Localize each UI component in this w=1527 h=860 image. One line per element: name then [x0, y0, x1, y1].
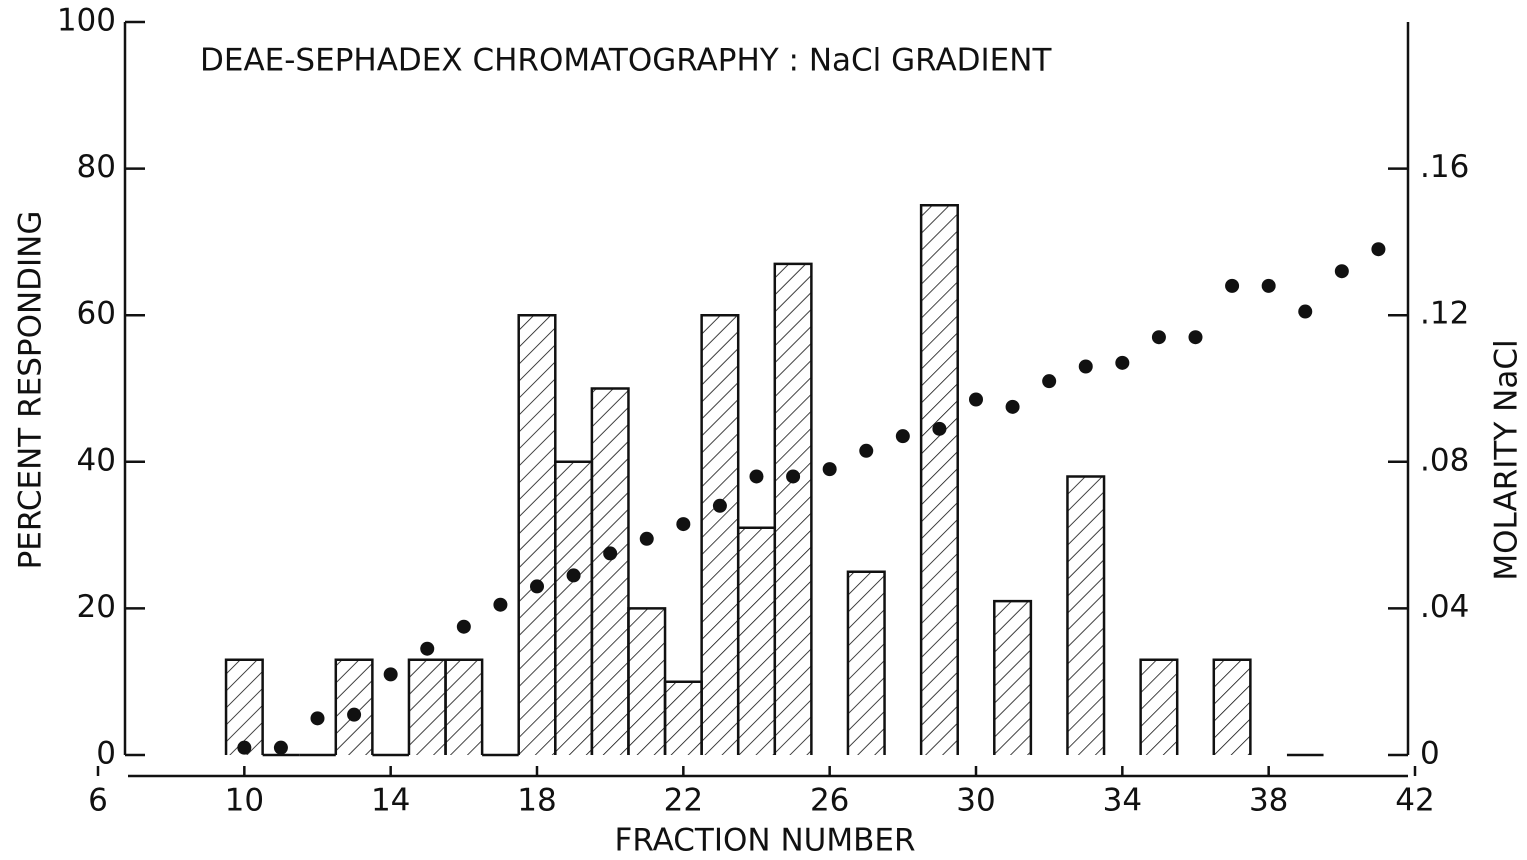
y2-tick-label: .12 [1420, 296, 1469, 332]
y-tick-label: 60 [77, 296, 116, 332]
dot [493, 597, 508, 612]
bar [700, 313, 740, 755]
bar [993, 599, 1033, 755]
y-tick-label: 0 [96, 736, 116, 772]
dot [1078, 359, 1093, 374]
bar [407, 658, 447, 755]
dot [347, 707, 362, 722]
y2-tick-label: 0 [1420, 736, 1440, 772]
y-tick-label: 80 [77, 149, 116, 185]
y-axis-label: PERCENT RESPONDING [13, 211, 49, 570]
dot [383, 667, 398, 682]
x-tick-label: 14 [371, 783, 410, 819]
dot [1225, 278, 1240, 293]
bar [1139, 658, 1179, 755]
dot [639, 531, 654, 546]
bar [1212, 658, 1252, 755]
dot [786, 469, 801, 484]
bar [444, 658, 484, 755]
bar [1066, 475, 1106, 755]
dot [1042, 374, 1057, 389]
bar [590, 387, 630, 755]
dot [530, 579, 544, 594]
x-tick-label: 34 [1103, 783, 1142, 819]
dot [1188, 330, 1203, 345]
bar [919, 204, 959, 755]
x-tick-label: 38 [1249, 783, 1288, 819]
dot [1005, 399, 1020, 414]
x-tick-label: 30 [956, 783, 995, 819]
dot [603, 546, 618, 561]
dot [676, 517, 691, 532]
x-tick-label: 6 [88, 783, 108, 819]
y-tick-label: 20 [77, 589, 116, 625]
y-tick-label: 100 [57, 3, 116, 39]
x-tick-label: 42 [1395, 783, 1434, 819]
bar [736, 526, 777, 755]
dot [969, 392, 983, 407]
dot [1115, 355, 1130, 370]
dot [566, 568, 581, 583]
chart-title: DEAE-SEPHADEX CHROMATOGRAPHY : NaCl GRAD… [200, 43, 1052, 79]
dot [895, 429, 910, 444]
bar [334, 658, 374, 755]
x-tick-label: 26 [810, 783, 849, 819]
dot [749, 469, 764, 484]
bar [224, 658, 264, 755]
x-tick-label: 22 [664, 783, 703, 819]
x-tick-label: 10 [225, 783, 264, 819]
dot [420, 641, 435, 656]
dot [273, 740, 288, 755]
bar [627, 607, 667, 755]
bar [517, 313, 557, 755]
y2-tick-label: .16 [1420, 149, 1469, 185]
y-tick-label: 40 [77, 442, 116, 478]
dot [859, 443, 874, 458]
dot [237, 740, 252, 755]
dot [1371, 242, 1386, 257]
y2-tick-label: .04 [1420, 589, 1469, 625]
x-axis-label: FRACTION NUMBER [615, 823, 916, 859]
dot [456, 619, 471, 634]
y2-tick-label: .08 [1420, 442, 1469, 478]
dot [932, 421, 947, 436]
bar [773, 262, 813, 755]
bar [663, 680, 703, 755]
dot [1334, 264, 1349, 279]
dot [1261, 278, 1276, 293]
bar [554, 460, 594, 755]
dot [822, 462, 837, 477]
bar [846, 570, 886, 755]
dot [310, 711, 325, 726]
dot [1151, 330, 1166, 345]
dot [712, 498, 727, 513]
y2-axis-label: MOLARITY NaCl [1489, 339, 1525, 580]
dot [1298, 304, 1313, 319]
x-tick-label: 18 [517, 783, 556, 819]
